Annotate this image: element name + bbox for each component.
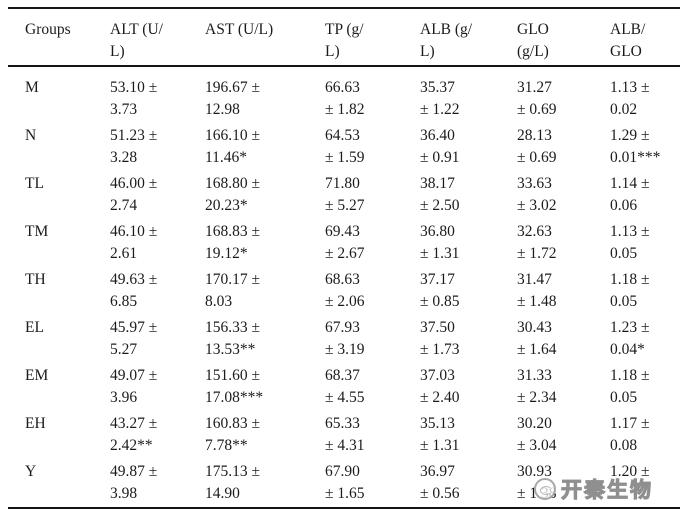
cell-glo: 30.20 ± 3.04 [517,415,557,454]
cell-ast: 170.17 ± 8.03 [205,271,261,310]
cell-alb: 35.37 ± 1.22 [420,79,460,118]
cell-alb-glo: 1.13 ± 0.02 [610,79,650,118]
cell-glo: 32.63 ± 1.72 [517,223,557,262]
cell-group: EL [25,319,44,336]
col-header-alt: ALT (U/ L) [110,8,205,67]
cell-glo: 31.47 ± 1.48 [517,271,557,310]
cell-alb: 35.13 ± 1.31 [420,415,460,454]
col-header-ast: AST (U/L) [205,8,325,67]
table-row-tm: TM 46.10 ± 2.61 168.83 ± 19.12* 69.43 ± … [8,219,680,267]
cell-group: EM [25,367,49,384]
cell-ast: 156.33 ± 13.53** [205,319,261,358]
cell-alt: 49.87 ± 3.98 [110,463,158,502]
cell-tp: 64.53 ± 1.59 [325,127,365,166]
cell-group: TL [25,175,44,192]
col-header-glo: GLO (g/L) [517,8,610,67]
results-table: Groups ALT (U/ L) AST (U/L) TP (g/ L) AL… [8,7,680,509]
cell-alt: 43.27 ± 2.42** [110,415,158,454]
cell-alb: 37.03 ± 2.40 [420,367,460,406]
cell-ast: 196.67 ± 12.98 [205,79,261,118]
table-row-th: TH 49.63 ± 6.85 170.17 ± 8.03 68.63 ± 2.… [8,267,680,315]
cell-alb-glo: 1.20 ± [610,463,650,480]
col-header-tp: TP (g/ L) [325,8,420,67]
cell-tp: 69.43 ± 2.67 [325,223,365,262]
cell-group: TM [25,223,49,240]
cell-group: Y [25,463,37,480]
table-header-row: Groups ALT (U/ L) AST (U/L) TP (g/ L) AL… [8,8,680,67]
cell-tp: 68.37 ± 4.55 [325,367,365,406]
cell-glo: 30.93 ± 1.38 [517,463,557,502]
col-header-alb-glo: ALB/ GLO [610,8,680,67]
cell-ast: 168.80 ± 20.23* [205,175,261,214]
cell-glo: 30.43 ± 1.64 [517,319,557,358]
cell-group: N [25,127,37,144]
cell-alb-glo: 1.13 ± 0.05 [610,223,650,262]
cell-alb-glo: 1.29 ± 0.01*** [610,127,661,166]
table-row-y: Y 49.87 ± 3.98 175.13 ± 14.90 67.90 ± 1.… [8,459,680,508]
cell-alt: 53.10 ± 3.73 [110,79,158,118]
cell-alb: 37.50 ± 1.73 [420,319,460,358]
cell-ast: 160.83 ± 7.78** [205,415,261,454]
cell-alb-glo: 1.14 ± 0.06 [610,175,650,214]
table-row-em: EM 49.07 ± 3.96 151.60 ± 17.08*** 68.37 … [8,363,680,411]
cell-alb-glo: 1.17 ± 0.08 [610,415,650,454]
cell-glo: 31.33 ± 2.34 [517,367,557,406]
table-row-eh: EH 43.27 ± 2.42** 160.83 ± 7.78** 65.33 … [8,411,680,459]
cell-ast: 168.83 ± 19.12* [205,223,261,262]
cell-alb-glo: 1.18 ± 0.05 [610,271,650,310]
cell-alb: 36.97 ± 0.56 [420,463,460,502]
cell-alt: 49.07 ± 3.96 [110,367,158,406]
cell-alb-glo: 1.23 ± 0.04* [610,319,650,358]
cell-ast: 175.13 ± 14.90 [205,463,261,502]
col-header-alb: ALB (g/ L) [420,8,517,67]
cell-alt: 46.00 ± 2.74 [110,175,158,214]
cell-tp: 65.33 ± 4.31 [325,415,365,454]
cell-glo: 33.63 ± 3.02 [517,175,557,214]
cell-alt: 49.63 ± 6.85 [110,271,158,310]
cell-alb: 38.17 ± 2.50 [420,175,460,214]
cell-glo: 31.27 ± 0.69 [517,79,557,118]
cell-alt: 51.23 ± 3.28 [110,127,158,166]
cell-ast: 166.10 ± 11.46* [205,127,261,166]
cell-ast: 151.60 ± 17.08*** [205,367,264,406]
table-row-n: N 51.23 ± 3.28 166.10 ± 11.46* 64.53 ± 1… [8,123,680,171]
cell-tp: 67.93 ± 3.19 [325,319,365,358]
cell-group: M [25,79,39,96]
table-row-tl: TL 46.00 ± 2.74 168.80 ± 20.23* 71.80 ± … [8,171,680,219]
cell-tp: 71.80 ± 5.27 [325,175,365,214]
cell-tp: 66.63 ± 1.82 [325,79,365,118]
cell-alb: 36.40 ± 0.91 [420,127,460,166]
table-row-el: EL 45.97 ± 5.27 156.33 ± 13.53** 67.93 ±… [8,315,680,363]
cell-group: EH [25,415,46,432]
cell-alb-glo: 1.18 ± 0.05 [610,367,650,406]
cell-alb: 37.17 ± 0.85 [420,271,460,310]
cell-alt: 46.10 ± 2.61 [110,223,158,262]
col-header-groups: Groups [8,8,110,67]
cell-tp: 68.63 ± 2.06 [325,271,365,310]
cell-group: TH [25,271,46,288]
table-row-m: M 53.10 ± 3.73 196.67 ± 12.98 66.63 ± 1.… [8,66,680,123]
cell-alb: 36.80 ± 1.31 [420,223,460,262]
cell-tp: 67.90 ± 1.65 [325,463,365,502]
cell-glo: 28.13 ± 0.69 [517,127,557,166]
cell-alt: 45.97 ± 5.27 [110,319,158,358]
